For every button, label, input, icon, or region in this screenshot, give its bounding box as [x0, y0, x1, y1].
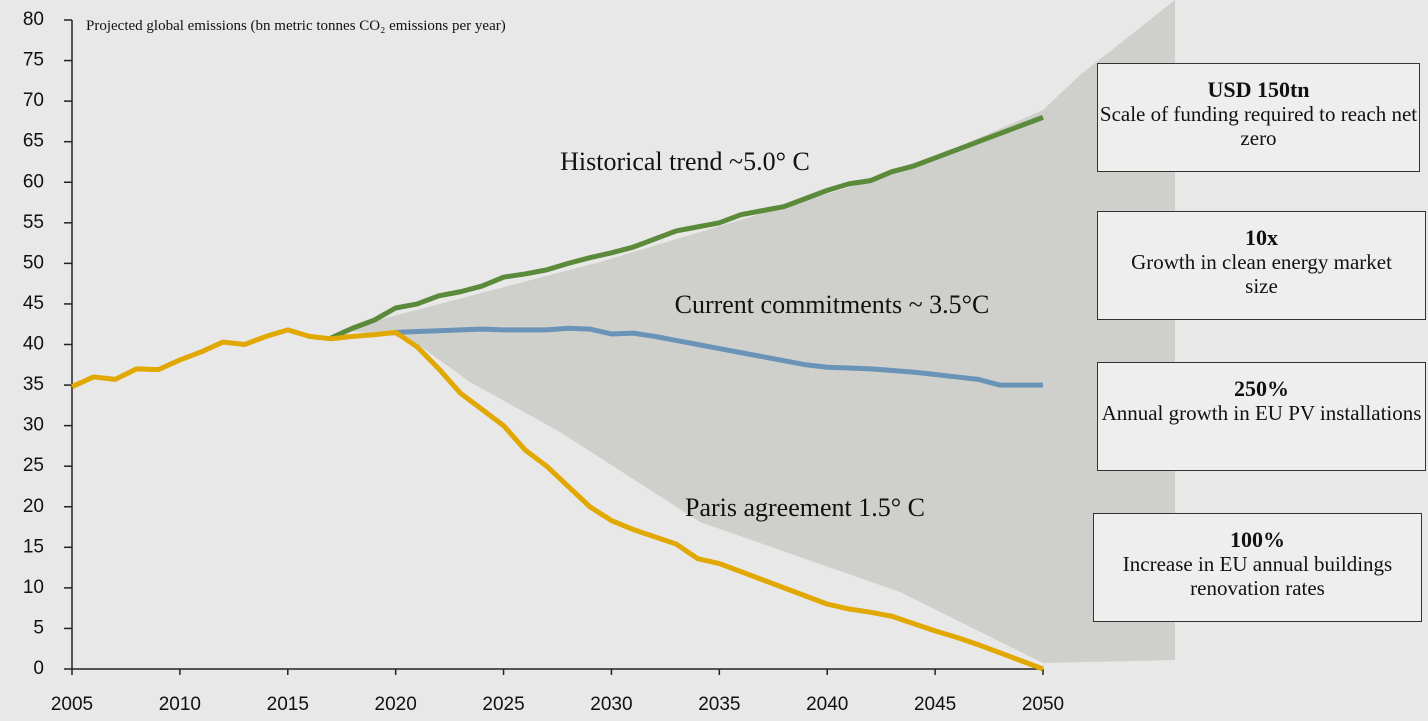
series-line	[329, 115, 1044, 341]
x-tick-label: 2020	[375, 694, 417, 715]
y-tick-label: 45	[23, 293, 44, 314]
x-tick-label: 2015	[267, 694, 309, 715]
callout-text: Increase in EU annual buildings renovati…	[1122, 552, 1393, 600]
y-tick-label: 0	[33, 658, 44, 679]
y-tick-label: 80	[23, 9, 44, 30]
y-tick-label: 35	[23, 374, 44, 395]
x-tick-label: 2030	[590, 694, 632, 715]
x-tick-label: 2045	[914, 694, 956, 715]
callout-title: USD 150tn	[1207, 77, 1310, 102]
y-tick-label: 55	[23, 212, 44, 233]
y-tick-label: 30	[23, 415, 44, 436]
annotation: Current commitments ~ 3.5°C	[675, 290, 990, 319]
annotation: Historical trend ~5.0° C	[560, 147, 810, 176]
x-tick-label: 2040	[806, 694, 848, 715]
x-tick-label: 2010	[159, 694, 201, 715]
callout: 250% Annual growth in EU PV installation…	[1097, 362, 1426, 471]
x-tick-label: 2050	[1022, 694, 1064, 715]
callout: USD 150tn Scale of funding required to r…	[1097, 63, 1420, 172]
x-tick-label: 2005	[51, 694, 93, 715]
x-tick-label: 2025	[482, 694, 524, 715]
callout: 100% Increase in EU annual buildings ren…	[1093, 513, 1422, 622]
y-tick-label: 65	[23, 131, 44, 152]
scenario-range-area	[340, 0, 1175, 663]
y-tick-label: 60	[23, 171, 44, 192]
y-tick-label: 5	[33, 617, 44, 638]
y-tick-label: 75	[23, 50, 44, 71]
y-tick-label: 20	[23, 496, 44, 517]
series-line	[395, 325, 1043, 388]
y-tick-label: 40	[23, 334, 44, 355]
y-tick-label: 70	[23, 90, 44, 111]
callout-title: 10x	[1245, 225, 1278, 250]
x-tick-label: 2035	[698, 694, 740, 715]
callout-text: Scale of funding required to reach net z…	[1099, 102, 1418, 150]
series-line	[70, 327, 1044, 672]
y-tick-label: 25	[23, 455, 44, 476]
callout-text: Annual growth in EU PV installations	[1101, 401, 1422, 425]
annotation: Paris agreement 1.5° C	[685, 493, 925, 522]
callout-text: Growth in clean energy market size	[1131, 250, 1392, 298]
y-tick-label: 50	[23, 252, 44, 273]
callout-title: 250%	[1234, 376, 1289, 401]
y-axis-label: Projected global emissions (bn metric to…	[86, 18, 506, 34]
y-tick-label: 10	[23, 577, 44, 598]
callout-title: 100%	[1230, 527, 1285, 552]
callout: 10x Growth in clean energy market size	[1097, 211, 1426, 320]
y-tick-label: 15	[23, 536, 44, 557]
